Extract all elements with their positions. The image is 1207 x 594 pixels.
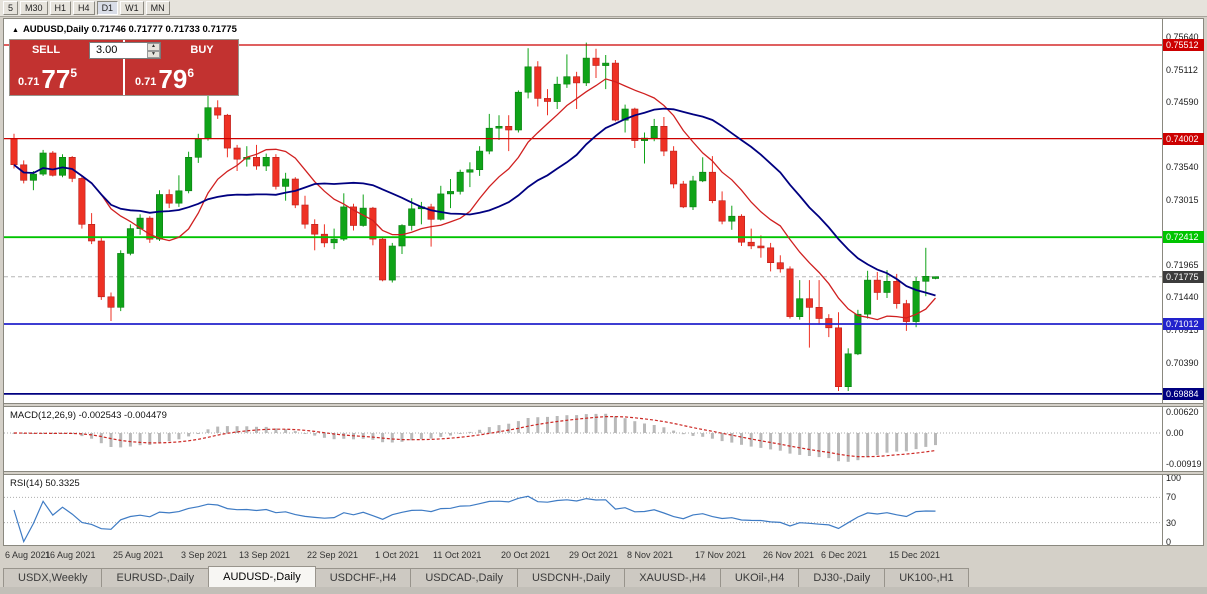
- price-level-badge: 0.71775: [1163, 271, 1204, 283]
- volume-decrease-button[interactable]: ▼: [147, 50, 160, 58]
- price-level-badge: 0.75512: [1163, 39, 1204, 51]
- date-label: 20 Oct 2021: [501, 550, 551, 560]
- chart-quote-ohlc: 0.71746 0.71777 0.71733 0.71775: [91, 24, 237, 35]
- axis-tick-label: 70: [1166, 492, 1177, 502]
- tab-usdchf-h4[interactable]: USDCHF-,H4: [314, 568, 412, 587]
- axis-tick-label: 100: [1166, 473, 1182, 483]
- date-label: 17 Nov 2021: [695, 550, 747, 560]
- price-level-badge: 0.71012: [1163, 318, 1204, 330]
- tab-usdcnh-daily[interactable]: USDCNH-,Daily: [516, 568, 626, 587]
- date-label: 15 Dec 2021: [889, 550, 941, 560]
- buy-price-big-digits: 79: [158, 64, 188, 94]
- axis-tick-label: 0.74590: [1166, 97, 1199, 107]
- axis-tick-label: 0.70390: [1166, 358, 1199, 368]
- sell-price-big-digits: 77: [41, 64, 71, 94]
- axis-tick-label: -0.00919: [1166, 459, 1202, 469]
- axis-tick-label: 0.71965: [1166, 260, 1199, 270]
- axis-tick-label: 0.75112: [1166, 65, 1198, 75]
- buy-button-label: BUY: [190, 44, 214, 56]
- chart-window: 0.75640 0.75112 0.74590 0.73540 0.73015 0.719…: [3, 18, 1204, 547]
- price-level-badge: 0.69884: [1163, 388, 1204, 400]
- sell-price-prefix: 0.71: [18, 76, 40, 88]
- buy-price-prefix: 0.71: [135, 76, 157, 88]
- tab-ukoil-h4[interactable]: UKOil-,H4: [719, 568, 800, 587]
- axis-tick-label: 0.00620: [1166, 407, 1199, 417]
- rsi-label: RSI(14) 50.3325: [10, 478, 80, 489]
- timeframe-h1[interactable]: H1: [49, 1, 72, 15]
- tab-usdcad-daily[interactable]: USDCAD-,Daily: [410, 568, 518, 587]
- volume-spinner: ▲ ▼: [147, 43, 160, 58]
- chart-title: ▲ AUDUSD,Daily 0.71746 0.71777 0.71733 0.…: [12, 24, 237, 35]
- tab-usdx-weekly[interactable]: USDX,Weekly: [3, 568, 103, 587]
- chart-symbol-period: AUDUSD,Daily: [22, 24, 89, 35]
- axis-tick-label: 0.73540: [1166, 162, 1199, 172]
- timeframe-h4[interactable]: H4: [73, 1, 95, 15]
- macd-plot[interactable]: [4, 407, 1162, 471]
- date-label: 11 Oct 2021: [433, 550, 482, 560]
- timeframe-mn[interactable]: MN: [145, 1, 170, 15]
- rsi-plot[interactable]: [4, 475, 1162, 545]
- macd-label: MACD(12,26,9) -0.002543 -0.004479: [10, 410, 167, 421]
- timeframe-d1[interactable]: D1: [96, 1, 119, 15]
- tab-eurusd-daily[interactable]: EURUSD-,Daily: [101, 568, 210, 587]
- price-level-badge: 0.72412: [1163, 231, 1204, 243]
- tab-dj30-daily[interactable]: DJ30-,Daily: [798, 568, 886, 587]
- volume-input[interactable]: 3.00 ▲ ▼: [89, 42, 161, 59]
- chart-tabs-bar: USDX,Weekly EURUSD-,Daily AUDUSD-,Daily USD…: [0, 566, 1207, 587]
- timeframe-5[interactable]: 5: [3, 1, 19, 15]
- time-axis[interactable]: 6 Aug 2021 16 Aug 2021 25 Aug 2021 3 Sep 20…: [3, 548, 1204, 563]
- date-label: 3 Sep 2021: [181, 550, 228, 560]
- date-label: 8 Nov 2021: [627, 550, 674, 560]
- volume-value[interactable]: 3.00: [96, 44, 118, 56]
- axis-tick-label: 0: [1166, 537, 1172, 547]
- axis-tick-label: 0.75640: [1166, 32, 1199, 42]
- timeframe-w1[interactable]: W1: [120, 1, 144, 15]
- price-level-badge: 0.74002: [1163, 133, 1204, 145]
- axis-tick-label: 0.00: [1166, 428, 1184, 438]
- date-label: 1 Oct 2021: [375, 550, 420, 560]
- date-label: 16 Aug 2021: [45, 550, 96, 560]
- date-label: 6 Aug 2021: [5, 550, 51, 560]
- axis-tick-label: 0.70915: [1166, 325, 1199, 335]
- date-label: 25 Aug 2021: [113, 550, 164, 560]
- price-axis[interactable]: 0.75640 0.75112 0.74590 0.73540 0.73015 0.719…: [1162, 19, 1204, 547]
- date-label: 26 Nov 2021: [763, 550, 815, 560]
- one-click-trading-panel: SELL BUY 3.00 ▲ ▼ 0.71 77 5 0.71 79 6: [9, 39, 239, 96]
- pane-separator-macd[interactable]: [4, 403, 1203, 407]
- date-label: 6 Dec 2021: [821, 550, 868, 560]
- volume-increase-button[interactable]: ▲: [147, 43, 160, 51]
- timeframe-toolbar: 5 M30 H1 H4 D1 W1 MN: [0, 0, 1207, 17]
- sell-price[interactable]: 0.71 77 5: [18, 64, 78, 94]
- timeframe-m30[interactable]: M30: [20, 1, 48, 15]
- tab-uk100-h1[interactable]: UK100-,H1: [884, 568, 969, 587]
- tab-xauusd-h4[interactable]: XAUUSD-,H4: [624, 568, 721, 587]
- date-label: 22 Sep 2021: [307, 550, 359, 560]
- buy-price[interactable]: 0.71 79 6: [135, 64, 195, 94]
- sell-button-label: SELL: [31, 44, 61, 56]
- axis-tick-label: 0.71440: [1166, 292, 1199, 302]
- collapse-chart-icon[interactable]: ▲: [12, 27, 19, 34]
- axis-tick-label: 30: [1166, 518, 1177, 528]
- date-label: 13 Sep 2021: [239, 550, 291, 560]
- bottom-strip: [0, 587, 1207, 594]
- sell-price-pip-digit: 5: [70, 66, 78, 80]
- pane-separator-rsi[interactable]: [4, 471, 1203, 475]
- tab-audusd-daily[interactable]: AUDUSD-,Daily: [208, 566, 316, 587]
- axis-tick-label: 0.73015: [1166, 195, 1199, 205]
- date-label: 29 Oct 2021: [569, 550, 619, 560]
- buy-price-pip-digit: 6: [187, 66, 195, 80]
